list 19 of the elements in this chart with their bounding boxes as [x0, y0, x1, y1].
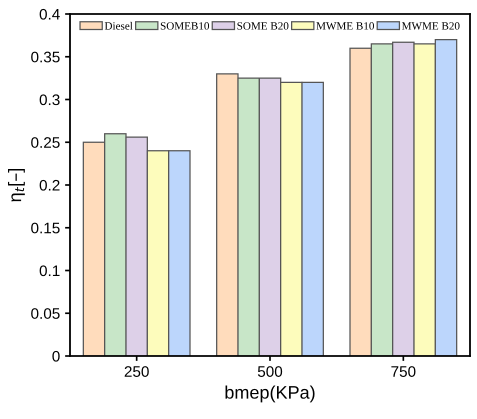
- y-axis-title: η$_{t}$[–]: [8, 168, 25, 202]
- y-tick-label: 0.15: [31, 222, 60, 234]
- x-tick-label: 250: [124, 366, 149, 377]
- y-tick-label: 0.05: [31, 308, 60, 319]
- x-axis-title: bmep(KPa): [226, 386, 315, 402]
- x-tick-label: 500: [258, 366, 282, 377]
- legend-label: Diesel: [104, 22, 133, 30]
- legend-label: MWME B10: [316, 22, 374, 30]
- y-tick-label: 0.3: [40, 94, 60, 106]
- y-tick-label: 0.4: [40, 8, 60, 20]
- y-tick-label: 0.25: [31, 137, 60, 148]
- y-tick-label: 0.35: [31, 52, 60, 62]
- legend-label: MWME B20: [402, 22, 460, 30]
- legend-label: SOMEB10: [160, 22, 210, 30]
- y-tick-label: 0.1: [40, 265, 60, 276]
- y-tick-label: 0.2: [40, 180, 60, 191]
- y-tick-label: 0: [52, 350, 60, 362]
- legend-label: SOME B20: [237, 22, 288, 30]
- x-tick-label: 750: [391, 366, 416, 377]
